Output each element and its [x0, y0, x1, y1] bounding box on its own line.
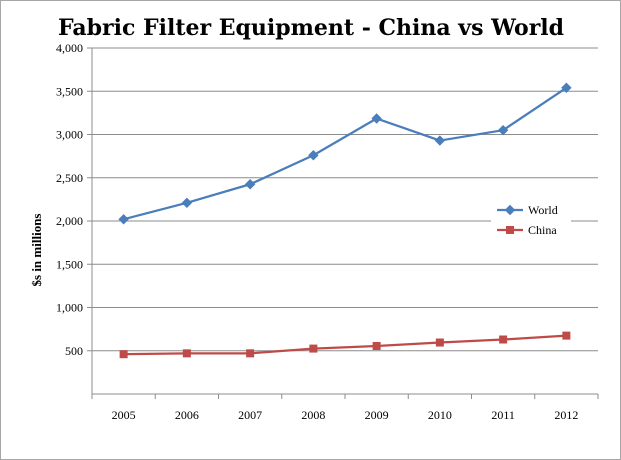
legend-label-china: China: [528, 223, 557, 237]
data-point-world: [181, 197, 193, 209]
y-tick-label: 1,500: [56, 257, 83, 271]
x-tick-label: 2008: [301, 408, 325, 422]
x-tick-label: 2005: [112, 408, 136, 422]
data-point-china: [246, 349, 255, 358]
y-tick-label: 2,000: [56, 214, 83, 228]
data-point-world: [371, 113, 382, 124]
x-tick-label: 2011: [491, 408, 515, 422]
y-axis-label: $s in millions: [29, 214, 44, 287]
legend: World China: [491, 198, 571, 242]
data-point-china: [435, 338, 444, 347]
x-tick-label: 2012: [554, 408, 578, 422]
chart-title: Fabric Filter Equipment - China vs World: [58, 15, 564, 41]
x-tick-label: 2007: [238, 408, 262, 422]
legend-marker-world: [504, 204, 516, 216]
x-tick-label: 2009: [365, 408, 389, 422]
data-point-world: [434, 135, 446, 146]
data-point-china: [119, 350, 128, 359]
data-point-world: [118, 214, 129, 225]
tick-labels: 500 1,000 1,500 2,000 2,500 3,000 3,500 4,000 20…: [56, 41, 578, 422]
gridlines: [92, 47, 598, 352]
data-point-world: [244, 179, 256, 190]
data-point-world: [561, 82, 572, 93]
x-tick-label: 2010: [428, 408, 452, 422]
legend-box: [491, 198, 571, 242]
y-tick-label: 3,500: [56, 84, 83, 98]
y-tick-label: 500: [65, 344, 83, 358]
series-world: [118, 82, 572, 225]
x-tick-label: 2006: [175, 408, 199, 422]
data-point-world: [308, 150, 319, 161]
data-point-world: [497, 124, 509, 136]
series-lines: [118, 82, 572, 359]
data-point-china: [372, 341, 381, 350]
data-point-china: [309, 344, 318, 353]
series-line-world: [123, 86, 568, 221]
legend-label-world: World: [528, 203, 558, 217]
series-line-china: [123, 334, 567, 356]
y-tick-label: 2,500: [56, 171, 83, 185]
legend-marker-china: [506, 226, 514, 234]
y-tick-label: 1,000: [56, 301, 83, 315]
data-point-china: [562, 331, 571, 340]
data-point-china: [182, 349, 191, 358]
data-point-china: [499, 335, 508, 344]
y-tick-label: 4,000: [56, 41, 83, 55]
axes: [87, 47, 599, 399]
series-china: [119, 331, 571, 359]
y-tick-label: 3,000: [56, 128, 83, 142]
